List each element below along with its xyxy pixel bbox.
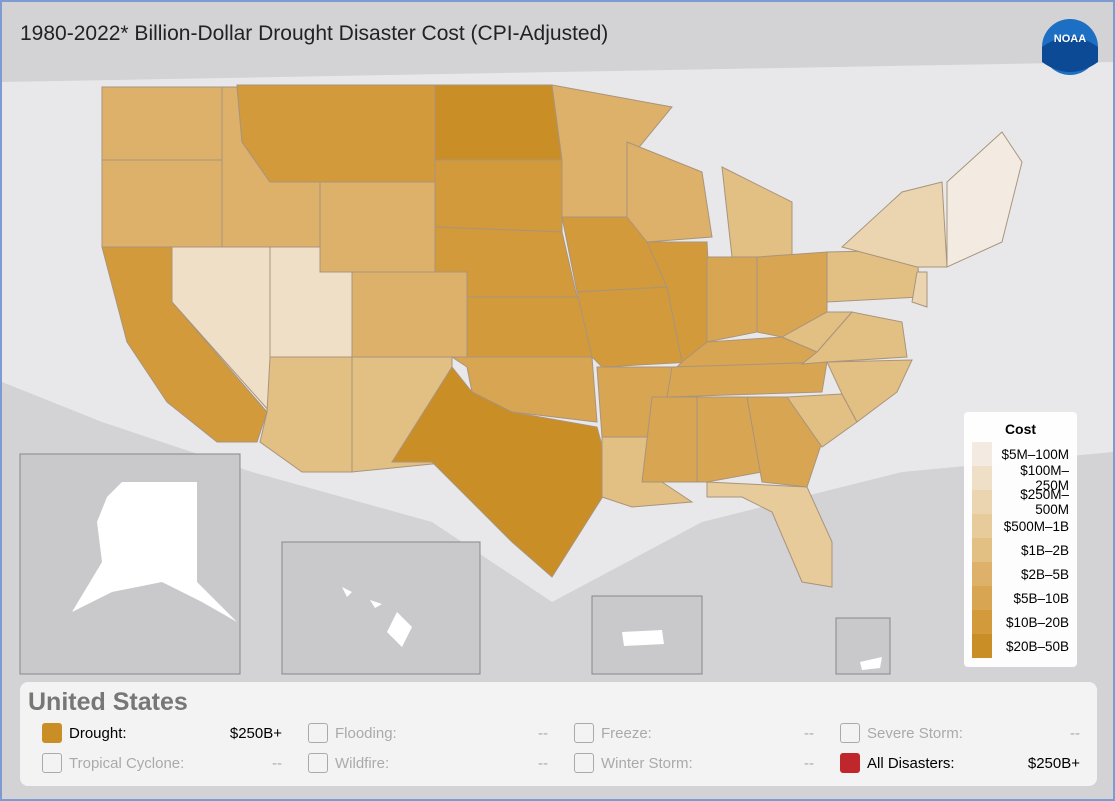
legend-swatch [972,634,992,658]
legend-item: $2B–5B [964,562,1077,586]
legend-label: $250M–500M [1020,487,1069,517]
hazard-name: All Disasters: [867,754,955,772]
hazard-name: Freeze: [601,724,652,742]
legend-swatch [972,586,992,610]
hazard-checkbox[interactable] [308,723,328,743]
hazard-value: -- [538,724,548,742]
hazard-value: $250B+ [1027,754,1080,772]
legend-item: $10B–20B [964,610,1077,634]
legend-swatch [972,538,992,562]
hazard-value: -- [1070,724,1080,742]
map-title: 1980-2022* Billion-Dollar Drought Disast… [20,22,609,45]
hazard-checkbox[interactable] [42,723,62,743]
hazard-value: -- [272,754,282,772]
hazard-name: Winter Storm: [601,754,693,772]
legend-item: $250M–500M [964,487,1077,517]
hazard-name: Flooding: [335,724,397,742]
hazard-name: Drought: [69,724,127,742]
legend-item: $5M–100M [964,442,1077,466]
hazard-value: -- [804,754,814,772]
hazard-checkbox[interactable] [42,753,62,773]
legend-label: $2B–5B [1020,566,1069,582]
legend-swatch [972,442,992,466]
hazard-name: Tropical Cyclone: [69,754,185,772]
hazard-row: Wildfire: -- [308,752,548,774]
legend-swatch [972,514,992,538]
hazard-row: Drought: $250B+ [42,722,282,744]
hazard-checkbox[interactable] [840,753,860,773]
legend-label: $5B–10B [1013,590,1069,606]
hazard-name: Severe Storm: [867,724,963,742]
hazard-value: -- [804,724,814,742]
hazard-row: Freeze: -- [574,722,814,744]
legend-swatch [972,466,992,490]
legend-swatch [972,490,992,514]
hazard-checkbox[interactable] [574,723,594,743]
hazard-checkbox[interactable] [308,753,328,773]
hazard-checkbox[interactable] [574,753,594,773]
legend-label: $10B–20B [1005,614,1069,630]
legend: Cost $5M–100M $100M–250M $250M–500M $500M–1B… [964,412,1077,667]
hazard-row: All Disasters: $250B+ [840,752,1080,774]
legend-label: $5M–100M [1001,446,1069,462]
legend-title: Cost [1004,421,1037,437]
legend-swatch [972,610,992,634]
hazard-row: Flooding: -- [308,722,548,744]
legend-item: $5B–10B [964,586,1077,610]
legend-item: $100M–250M [964,463,1077,493]
legend-label: $20B–50B [1005,638,1069,654]
legend-item: $500M–1B [964,514,1077,538]
hazard-row: Winter Storm: -- [574,752,814,774]
hazard-row: Tropical Cyclone: -- [42,752,282,774]
legend-item: $20B–50B [964,634,1077,658]
legend-item: $1B–2B [964,538,1077,562]
panel-title: United States [28,688,188,716]
hazard-value: $250B+ [229,724,282,742]
hazard-row: Severe Storm: -- [840,722,1080,744]
legend-swatch [972,562,992,586]
hazard-checkbox[interactable] [840,723,860,743]
logo-text: NOAA [1054,33,1086,45]
hazard-name: Wildfire: [335,754,390,772]
hazard-value: -- [538,754,548,772]
legend-label: $1B–2B [1020,542,1069,558]
legend-label: $100M–250M [1020,463,1069,493]
legend-label: $500M–1B [1003,518,1069,534]
summary-panel: United States Drought: $250B+ Flooding: -- Fr… [20,682,1097,786]
